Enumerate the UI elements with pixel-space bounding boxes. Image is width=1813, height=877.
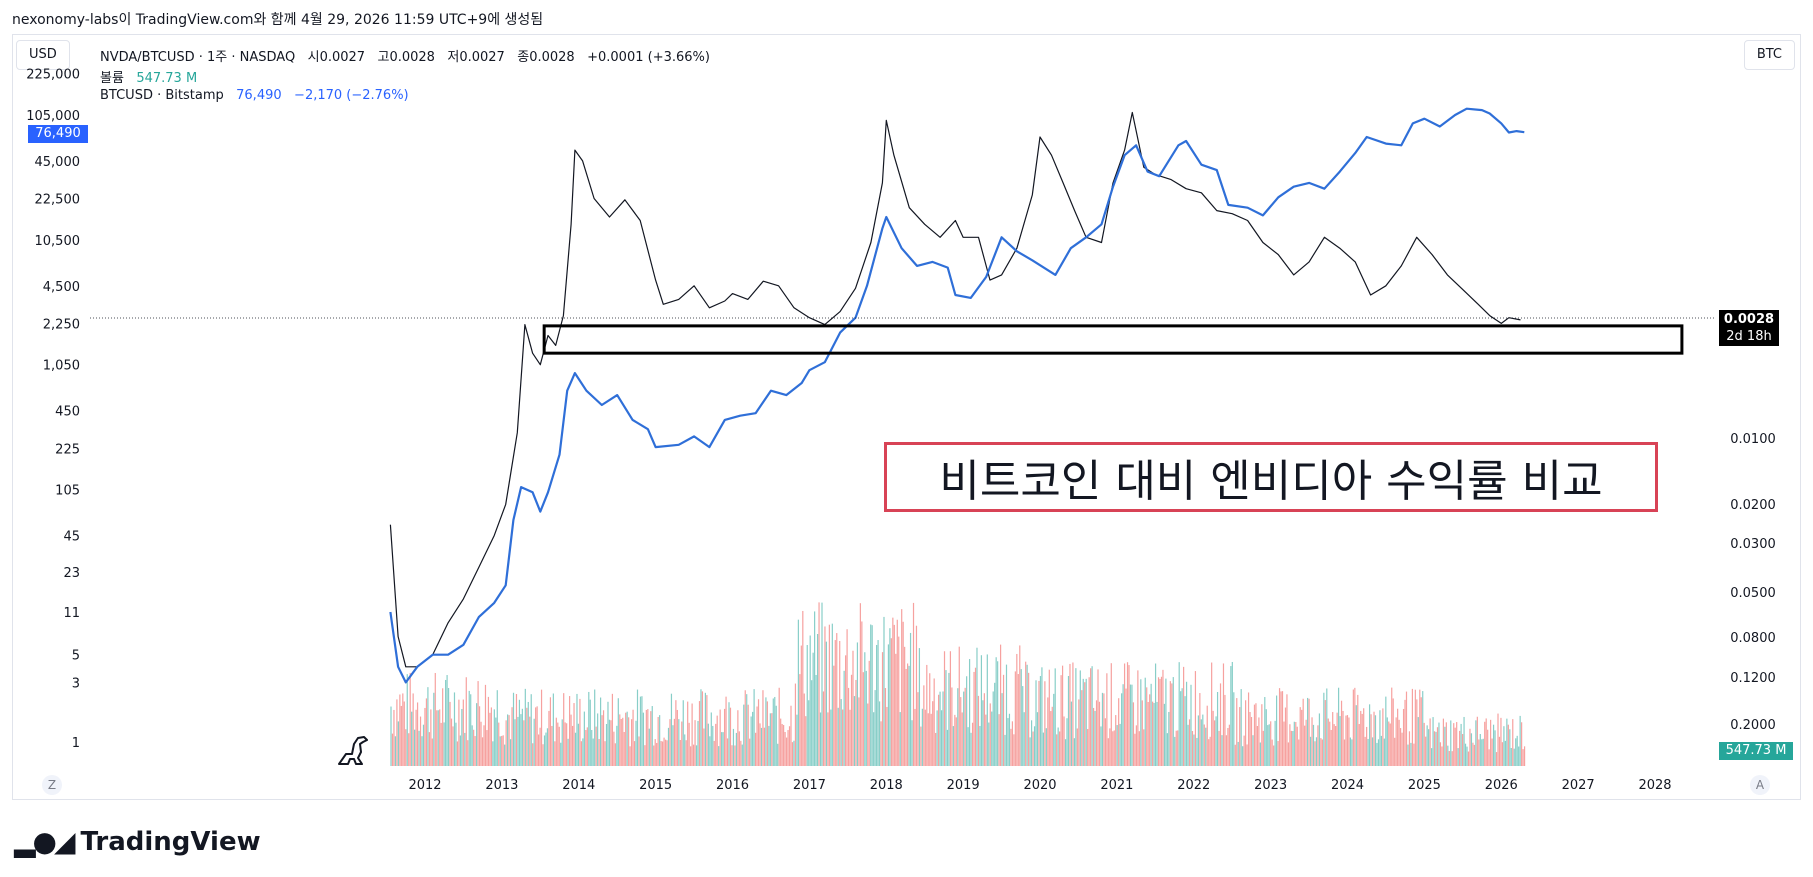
annotation-box[interactable]: 비트코인 대비 엔비디아 수익률 비교 [884,442,1658,512]
volume-badge: 547.73 M [1719,742,1793,760]
low-value: 0.0027 [459,50,505,65]
btc-price-badge: 76,490 [28,125,88,143]
btc-legend-row: BTCUSD · Bitstamp 76,490 −2,170 (−2.76%) [100,88,409,103]
change-value: +0.0001 (+3.66%) [587,50,710,65]
tradingview-logo: ▂●◢ TradingView [14,825,261,858]
high-value: 0.0028 [389,50,435,65]
open-label: 시 [307,50,320,65]
countdown-value: 2d 18h [1726,329,1772,344]
log-zoom-button[interactable]: Z [42,775,62,795]
low-label: 저 [447,50,460,65]
volume-legend-row: 볼륨 547.73 M [100,67,197,86]
close-value: 0.0028 [529,50,575,65]
ratio-price-value: 0.0028 [1723,312,1775,327]
annotation-title: 비트코인 대비 엔비디아 수익률 비교 [939,456,1603,507]
volume-value: 547.73 M [136,71,198,86]
tradingview-logo-icon: ▂●◢ [14,825,75,858]
dino-icon [338,736,368,765]
close-label: 종 [517,50,530,65]
auto-scale-button[interactable]: A [1750,775,1770,795]
open-value: 0.0027 [319,50,366,65]
chart-caption: nexonomy-labs이 TradingView.com와 함께 4월 29… [12,12,544,28]
ratio-legend-row: NVDA/BTCUSD · 1주 · NASDAQ 시0.0027 고0.002… [100,46,710,65]
ratio-symbol[interactable]: NVDA/BTCUSD · 1주 · NASDAQ [100,50,296,65]
btc-change: −2,170 (−2.76%) [294,88,409,103]
right-axis-currency-button[interactable]: BTC [1743,40,1795,70]
btc-value: 76,490 [236,88,282,103]
volume-label[interactable]: 볼륨 [100,71,124,86]
ratio-price-badge: 0.0028 2d 18h [1719,310,1779,346]
high-label: 고 [377,50,390,65]
tradingview-logo-text: TradingView [80,826,261,857]
chart-frame [12,34,1801,800]
left-axis-currency-button[interactable]: USD [16,40,70,70]
btc-symbol[interactable]: BTCUSD · Bitstamp [100,88,224,103]
